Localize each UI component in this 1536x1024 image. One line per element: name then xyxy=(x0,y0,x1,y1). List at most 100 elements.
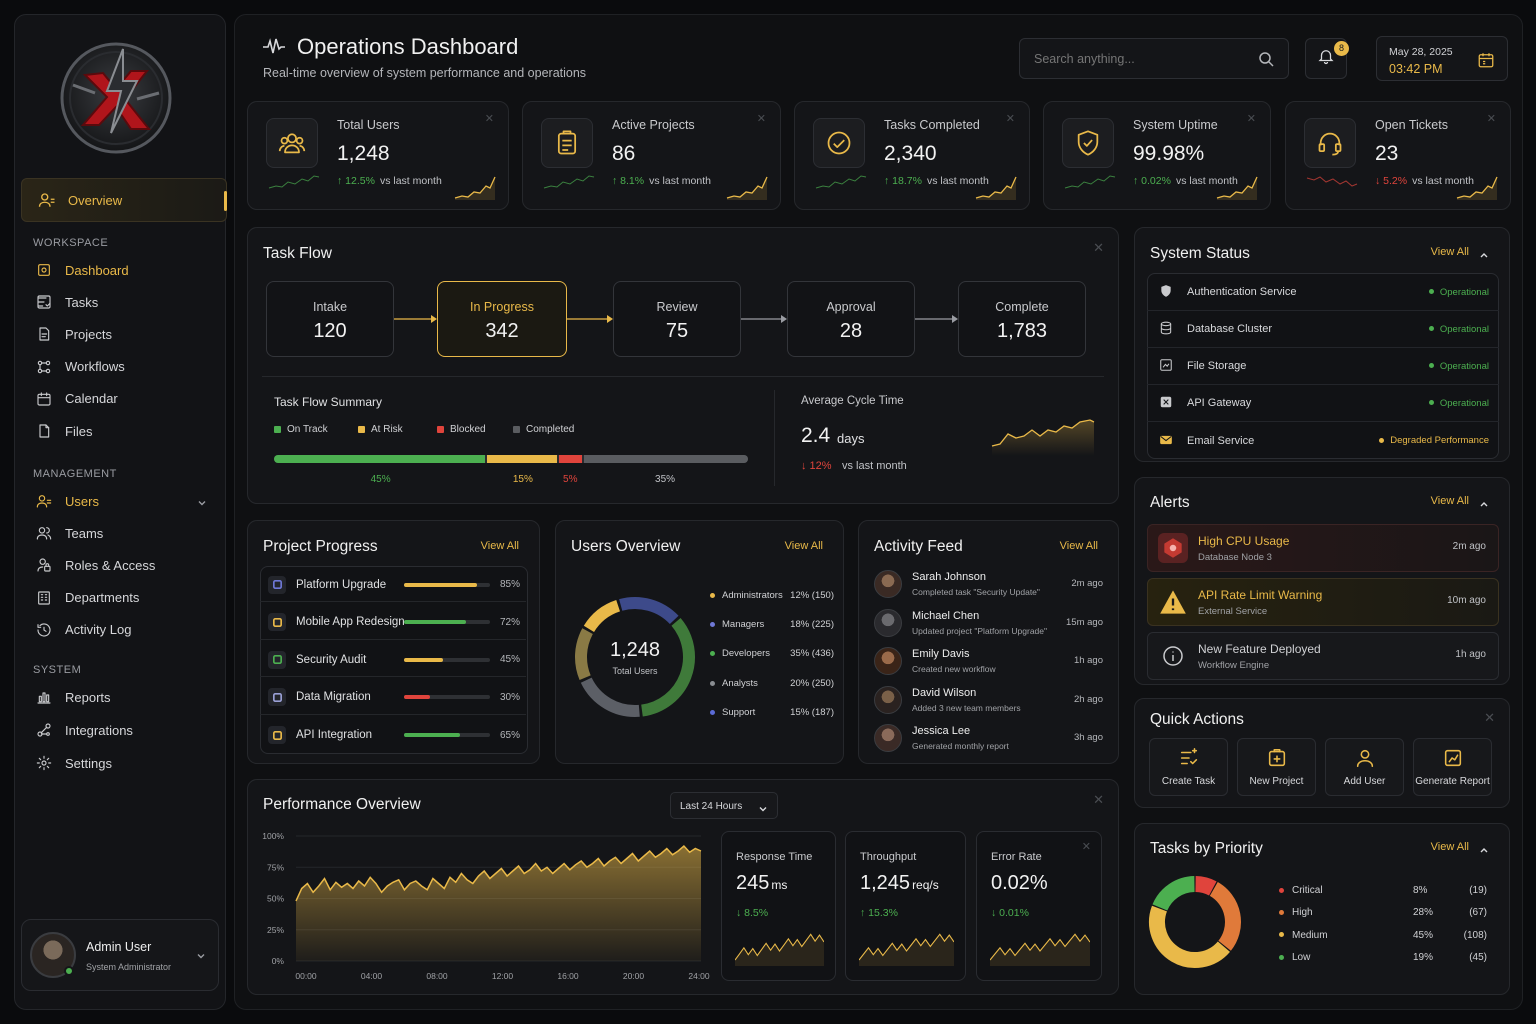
tasks-priority-view-all[interactable]: View All xyxy=(1430,841,1469,853)
datetime-widget[interactable]: May 28, 2025 03:42 PM xyxy=(1376,36,1508,81)
chevron-up-icon[interactable] xyxy=(1479,247,1489,265)
sidebar-item-teams[interactable]: Teams xyxy=(21,518,221,548)
metric-value-wrap: 0.02% xyxy=(991,872,1050,895)
metric-card-response-time[interactable]: Response Time 245 ms ↓ 8.5% xyxy=(721,831,836,981)
quick-action-create-task[interactable]: Create Task xyxy=(1149,738,1228,796)
nav-overview[interactable]: Overview xyxy=(21,178,227,222)
project-row[interactable]: Platform Upgrade 85% xyxy=(260,568,526,602)
status-row[interactable]: Email Service Degraded Performance xyxy=(1147,422,1499,459)
status-badge: Operational xyxy=(1428,361,1489,372)
kpi-card-active-projects[interactable]: Active Projects 86 ↑ 8.1% vs last month ✕ xyxy=(522,101,781,210)
bar-segment xyxy=(584,455,748,463)
metric-sparkline xyxy=(859,933,954,966)
stage-complete[interactable]: Complete 1,783 xyxy=(958,281,1086,357)
close-icon[interactable]: ✕ xyxy=(484,113,494,125)
sidebar-item-activity-log[interactable]: Activity Log xyxy=(21,615,221,645)
kpi-change-note: vs last month xyxy=(649,175,711,187)
close-icon[interactable]: ✕ xyxy=(1005,113,1015,125)
project-progress-view-all[interactable]: View All xyxy=(480,540,519,552)
generate-report-icon xyxy=(1442,747,1464,769)
sidebar-item-projects[interactable]: Projects xyxy=(21,319,221,349)
stage-intake[interactable]: Intake 120 xyxy=(266,281,394,357)
status-badge: Operational xyxy=(1428,324,1489,335)
chevron-down-icon[interactable] xyxy=(196,948,206,966)
stage-approval[interactable]: Approval 28 xyxy=(787,281,915,357)
time-range-select[interactable]: Last 24 Hours xyxy=(670,792,778,819)
quick-action-generate-report[interactable]: Generate Report xyxy=(1413,738,1492,796)
project-row[interactable]: Data Migration 30% xyxy=(260,681,526,715)
close-icon[interactable]: ✕ xyxy=(1246,113,1256,125)
project-name: Data Migration xyxy=(296,691,371,703)
sidebar-item-integrations[interactable]: Integrations xyxy=(21,715,221,745)
status-row[interactable]: File Storage Operational xyxy=(1147,348,1499,385)
stage-in-progress[interactable]: In Progress 342 xyxy=(437,281,567,357)
project-name: Security Audit xyxy=(296,653,367,666)
close-icon[interactable]: ✕ xyxy=(1484,710,1495,725)
search-icon[interactable] xyxy=(1258,51,1274,72)
sidebar-item-files[interactable]: Files xyxy=(21,416,221,446)
alert-item[interactable]: New Feature Deployed Workflow Engine 1h ag… xyxy=(1147,632,1499,680)
close-icon[interactable]: ✕ xyxy=(1486,113,1496,125)
kpi-card-total-users[interactable]: Total Users 1,248 ↑ 12.5% vs last month ✕ xyxy=(247,101,509,210)
sidebar-item-calendar[interactable]: Calendar xyxy=(21,384,221,414)
sidebar-item-roles-access[interactable]: Roles & Access xyxy=(21,550,221,580)
sidebar-item-settings[interactable]: Settings xyxy=(21,748,221,778)
kpi-change-value: ↓ 5.2% xyxy=(1375,175,1408,187)
kpi-card-system-uptime[interactable]: System Uptime 99.98% ↑ 0.02% vs last month ✕ xyxy=(1043,101,1271,210)
flow-arrow xyxy=(915,315,958,323)
sidebar-item-reports[interactable]: Reports xyxy=(21,682,221,712)
close-icon[interactable]: ✕ xyxy=(1093,240,1104,255)
search-box[interactable] xyxy=(1019,38,1289,79)
sidebar-item-dashboard[interactable]: Dashboard xyxy=(21,255,221,285)
project-row[interactable]: API Integration 65% xyxy=(260,718,526,752)
metric-card-throughput[interactable]: Throughput 1,245 req/s ↑ 15.3% xyxy=(845,831,966,981)
kpi-change: ↑ 18.7% vs last month xyxy=(884,175,989,187)
flow-arrow xyxy=(567,315,613,323)
users-legend-item: Support 15% (187) xyxy=(710,707,834,718)
avatar xyxy=(30,932,76,978)
alerts-view-all[interactable]: View All xyxy=(1430,495,1469,507)
quick-action-new-project[interactable]: New Project xyxy=(1237,738,1316,796)
close-icon[interactable]: ✕ xyxy=(756,113,766,125)
kpi-card-open-tickets[interactable]: Open Tickets 23 ↓ 5.2% vs last month ✕ xyxy=(1285,101,1511,210)
project-row[interactable]: Security Audit 45% xyxy=(260,643,526,677)
cycle-time-value: 2.4 xyxy=(801,424,831,447)
sidebar-item-workflows[interactable]: Workflows xyxy=(21,352,221,382)
quick-action-add-user[interactable]: Add User xyxy=(1325,738,1404,796)
projects-icon xyxy=(35,325,53,343)
current-date: May 28, 2025 xyxy=(1389,46,1453,58)
priority-count: (19) xyxy=(1469,885,1487,896)
calendar-icon[interactable] xyxy=(1477,51,1495,74)
notifications-button[interactable]: 8 xyxy=(1305,38,1349,79)
status-row[interactable]: Authentication Service Operational xyxy=(1147,274,1499,311)
status-row[interactable]: Database Cluster Operational xyxy=(1147,311,1499,348)
sidebar-item-departments[interactable]: Departments xyxy=(21,583,221,613)
stage-review[interactable]: Review 75 xyxy=(613,281,741,357)
nav-overview-label: Overview xyxy=(68,192,123,208)
legend-item: On Track xyxy=(274,424,328,435)
chevron-up-icon[interactable] xyxy=(1479,842,1489,860)
alert-item[interactable]: High CPU Usage Database Node 3 2m ago xyxy=(1147,524,1499,572)
sidebar-item-users[interactable]: Users xyxy=(21,486,221,516)
activity-feed-view-all[interactable]: View All xyxy=(1059,540,1098,552)
metric-card-error-rate[interactable]: Error Rate 0.02% ↓ 0.01% ✕ xyxy=(976,831,1102,981)
bar-segment xyxy=(274,455,485,463)
project-row[interactable]: Mobile App Redesign 72% xyxy=(260,606,526,640)
avatar xyxy=(874,685,902,714)
close-icon[interactable]: ✕ xyxy=(1093,792,1104,807)
system-status-view-all[interactable]: View All xyxy=(1430,246,1469,258)
users-total: 1,248 xyxy=(609,639,661,661)
metric-value: 0.02% xyxy=(991,872,1048,894)
search-input[interactable] xyxy=(1034,49,1244,69)
alert-item[interactable]: API Rate Limit Warning External Service 10… xyxy=(1147,578,1499,626)
status-row[interactable]: API Gateway Operational xyxy=(1147,385,1499,422)
close-icon[interactable]: ✕ xyxy=(1081,841,1091,853)
sidebar-item-tasks[interactable]: Tasks xyxy=(21,287,221,317)
kpi-card-tasks-completed[interactable]: Tasks Completed 2,340 ↑ 18.7% vs last month… xyxy=(794,101,1030,210)
chevron-down-icon[interactable] xyxy=(197,496,207,511)
metric-unit: ms xyxy=(771,878,788,892)
users-overview-view-all[interactable]: View All xyxy=(784,540,823,552)
sidebar-item-label: Users xyxy=(65,493,99,509)
user-card[interactable]: Admin User System Administrator xyxy=(21,919,219,991)
chevron-up-icon[interactable] xyxy=(1479,496,1489,514)
